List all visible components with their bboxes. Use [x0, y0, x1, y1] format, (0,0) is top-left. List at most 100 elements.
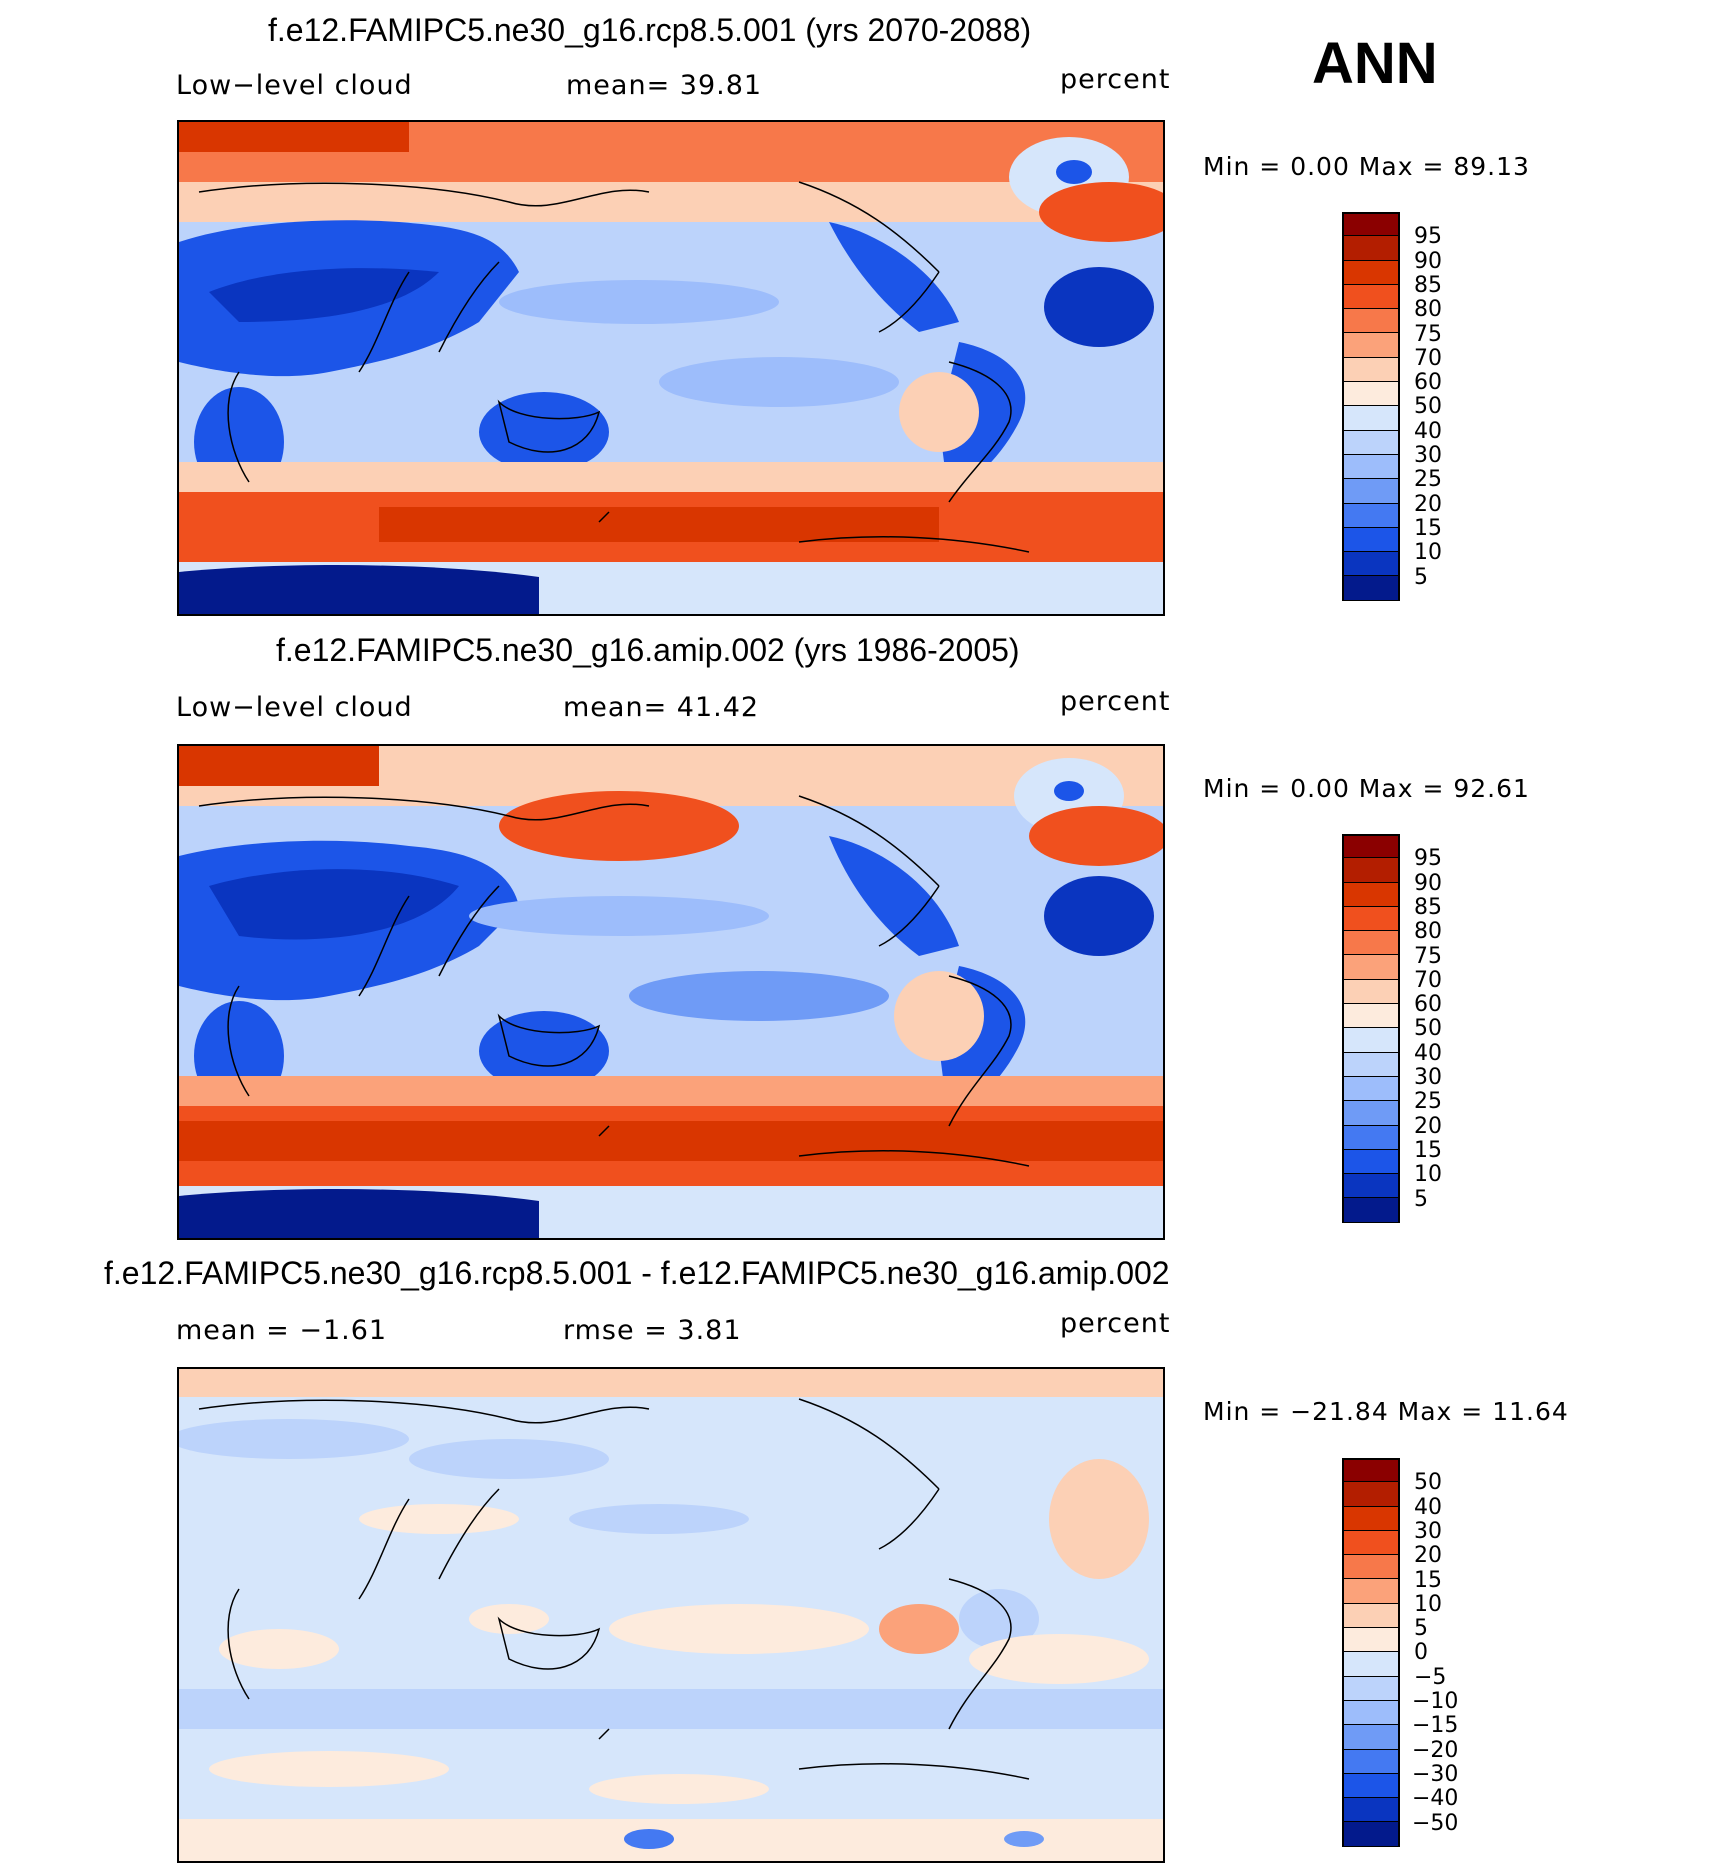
- panel-1-map: [177, 120, 1165, 616]
- colorbar-tick-label: 15: [1414, 1137, 1442, 1163]
- colorbar-swatch: [1344, 1798, 1398, 1823]
- colorbar-swatch: [1344, 1676, 1398, 1701]
- colorbar-tick-label: 10: [1414, 1591, 1442, 1617]
- season-label: ANN: [1312, 31, 1438, 96]
- panel-3-mean-label: mean = −1.61: [176, 1315, 388, 1346]
- colorbar-tick-label: 95: [1414, 224, 1442, 250]
- colorbar-swatch: [1344, 1125, 1398, 1150]
- panel-3-units-label: percent: [1060, 1308, 1171, 1339]
- colorbar-tick-label: 10: [1414, 1162, 1442, 1188]
- colorbar-swatch: [1344, 906, 1398, 932]
- colorbar-swatch: [1344, 1773, 1398, 1799]
- panel-2-mean-label: mean= 41.42: [563, 692, 760, 723]
- panel-3-title: f.e12.FAMIPC5.ne30_g16.rcp8.5.001 - f.e1…: [104, 1255, 1170, 1291]
- colorbar-swatch: [1344, 260, 1398, 285]
- colorbar-swatches: [1342, 834, 1400, 1223]
- colorbar-swatch: [1344, 979, 1398, 1005]
- colorbar-tick-label: 50: [1414, 1470, 1442, 1496]
- panel-1-variable-label: Low−level cloud: [176, 70, 413, 101]
- colorbar-swatch: [1344, 1458, 1398, 1483]
- panel-2-title: f.e12.FAMIPC5.ne30_g16.amip.002 (yrs 198…: [276, 632, 1020, 668]
- colorbar-swatch: [1344, 212, 1398, 237]
- colorbar-swatch: [1344, 430, 1398, 455]
- panel-1-minmax: Min = 0.00 Max = 89.13: [1203, 152, 1530, 181]
- panel-3-contour-map: [179, 1369, 1163, 1861]
- colorbar-swatch: [1344, 1579, 1398, 1604]
- colorbar-tick-label: 15: [1414, 1567, 1442, 1593]
- colorbar-tick-label: 60: [1414, 992, 1442, 1018]
- colorbar-tick-label: 15: [1414, 515, 1442, 541]
- colorbar-tick-label: 90: [1414, 870, 1442, 896]
- colorbar-swatch: [1344, 576, 1398, 601]
- panel-2-contour-map: [179, 746, 1163, 1238]
- colorbar-tick-label: 25: [1414, 1089, 1442, 1115]
- colorbar-tick-label: 50: [1414, 1016, 1442, 1042]
- colorbar-tick-label: −5: [1414, 1664, 1447, 1690]
- colorbar-tick-label: −20: [1412, 1737, 1459, 1763]
- panel-2-variable-label: Low−level cloud: [176, 692, 413, 723]
- colorbar-swatches: [1342, 212, 1400, 601]
- colorbar-tick-label: 0: [1414, 1640, 1428, 1666]
- colorbar-tick-label: 70: [1414, 345, 1442, 371]
- colorbar-swatch: [1344, 834, 1398, 859]
- colorbar-tick-label: 85: [1414, 272, 1442, 298]
- colorbar-tick-label: 5: [1414, 1186, 1428, 1212]
- colorbar-tick-label: 30: [1414, 443, 1442, 468]
- colorbar-swatch: [1344, 1198, 1398, 1223]
- colorbar-swatch: [1344, 955, 1398, 980]
- colorbar-swatch: [1344, 1076, 1398, 1102]
- colorbar-swatch: [1344, 1052, 1398, 1077]
- colorbar-tick-label: 80: [1414, 919, 1442, 945]
- panel-3-rmse-label: rmse = 3.81: [563, 1315, 742, 1346]
- colorbar-tick-label: 75: [1414, 943, 1442, 969]
- panel-3-minmax: Min = −21.84 Max = 11.64: [1203, 1397, 1569, 1426]
- colorbar-tick-label: 25: [1414, 467, 1442, 493]
- colorbar-swatch: [1344, 1822, 1398, 1847]
- colorbar-swatch: [1344, 527, 1398, 553]
- colorbar-tick-label: −15: [1412, 1713, 1459, 1739]
- colorbar-tick-label: 85: [1414, 894, 1442, 920]
- colorbar-swatch: [1344, 1174, 1398, 1199]
- colorbar-swatch: [1344, 284, 1398, 310]
- colorbar-swatch: [1344, 1603, 1398, 1629]
- colorbar-swatch: [1344, 1530, 1398, 1556]
- colorbar-swatch: [1344, 1506, 1398, 1531]
- colorbar-tick-label: 20: [1414, 1113, 1442, 1139]
- colorbar-tick-label: 40: [1414, 1494, 1442, 1520]
- colorbar-swatch: [1344, 406, 1398, 431]
- colorbar-tick-label: 10: [1414, 540, 1442, 566]
- colorbar-swatch: [1344, 882, 1398, 907]
- colorbar-swatch: [1344, 1555, 1398, 1580]
- colorbar-swatch: [1344, 1652, 1398, 1677]
- colorbar-swatch: [1344, 1101, 1398, 1126]
- colorbar-tick-label: 20: [1414, 491, 1442, 517]
- colorbar-swatch: [1344, 1004, 1398, 1029]
- colorbar-swatch: [1344, 1628, 1398, 1653]
- colorbar-swatch: [1344, 931, 1398, 956]
- colorbar-swatch: [1344, 552, 1398, 577]
- colorbar-swatch: [1344, 1749, 1398, 1774]
- colorbar-tick-label: 40: [1414, 418, 1442, 444]
- colorbar-swatches: [1342, 1458, 1400, 1847]
- colorbar-swatch: [1344, 1149, 1398, 1175]
- panel-1-mean-label: mean= 39.81: [566, 70, 763, 101]
- colorbar-tick-label: 60: [1414, 370, 1442, 396]
- colorbar-tick-label: 30: [1414, 1065, 1442, 1090]
- colorbar-swatch: [1344, 309, 1398, 334]
- colorbar-swatch: [1344, 858, 1398, 883]
- colorbar-tick-label: 70: [1414, 967, 1442, 993]
- colorbar-swatch: [1344, 454, 1398, 480]
- colorbar-tick-label: 80: [1414, 297, 1442, 323]
- colorbar-tick-label: 30: [1414, 1518, 1442, 1544]
- colorbar-swatch: [1344, 357, 1398, 383]
- colorbar-swatch: [1344, 1482, 1398, 1507]
- colorbar-swatch: [1344, 1028, 1398, 1053]
- panel-2-map: [177, 744, 1165, 1240]
- colorbar-tick-label: 90: [1414, 248, 1442, 274]
- panel-1-contour-map: [179, 122, 1163, 614]
- colorbar-swatch: [1344, 1700, 1398, 1726]
- panel-2-units-label: percent: [1060, 686, 1171, 717]
- colorbar-swatch: [1344, 1725, 1398, 1750]
- panel-1-units-label: percent: [1060, 64, 1171, 95]
- colorbar-swatch: [1344, 479, 1398, 504]
